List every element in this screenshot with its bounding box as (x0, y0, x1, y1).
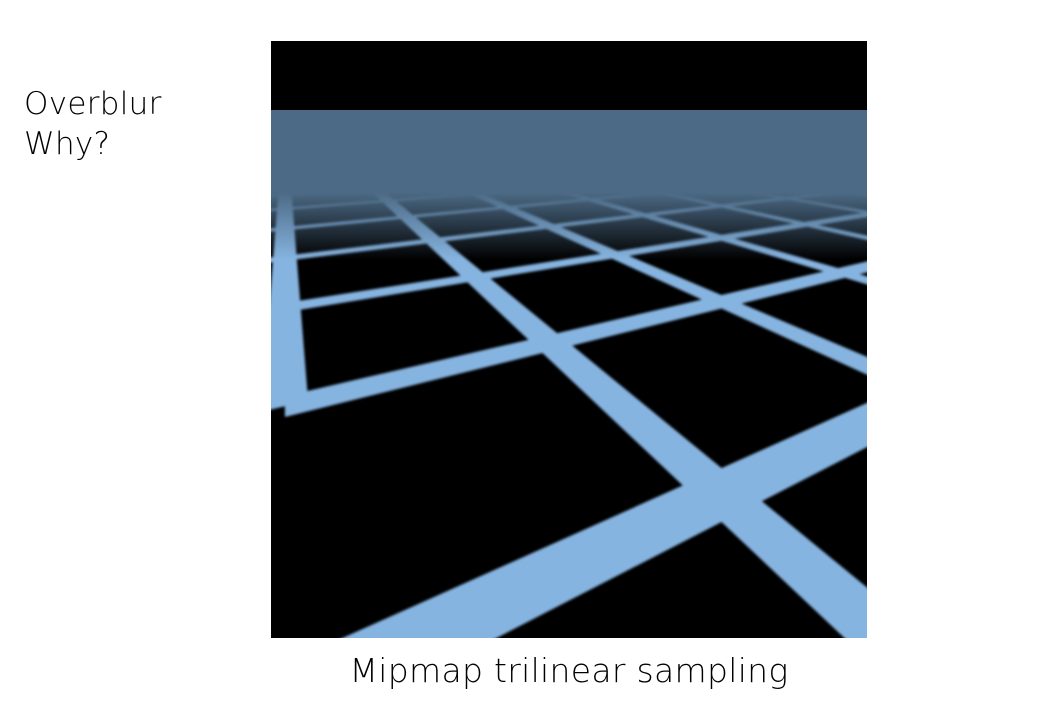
mipmap-render-image (271, 41, 867, 638)
sky-band (271, 41, 867, 110)
grid-line (342, 402, 867, 638)
grid-line (284, 261, 867, 417)
note-overblur: Overblur (24, 86, 162, 122)
slide-notes: Overblur Why? (24, 84, 162, 165)
note-why: Why? (24, 126, 111, 163)
horizon-haze (271, 110, 867, 260)
image-caption: Mipmap trilinear sampling (349, 651, 789, 690)
